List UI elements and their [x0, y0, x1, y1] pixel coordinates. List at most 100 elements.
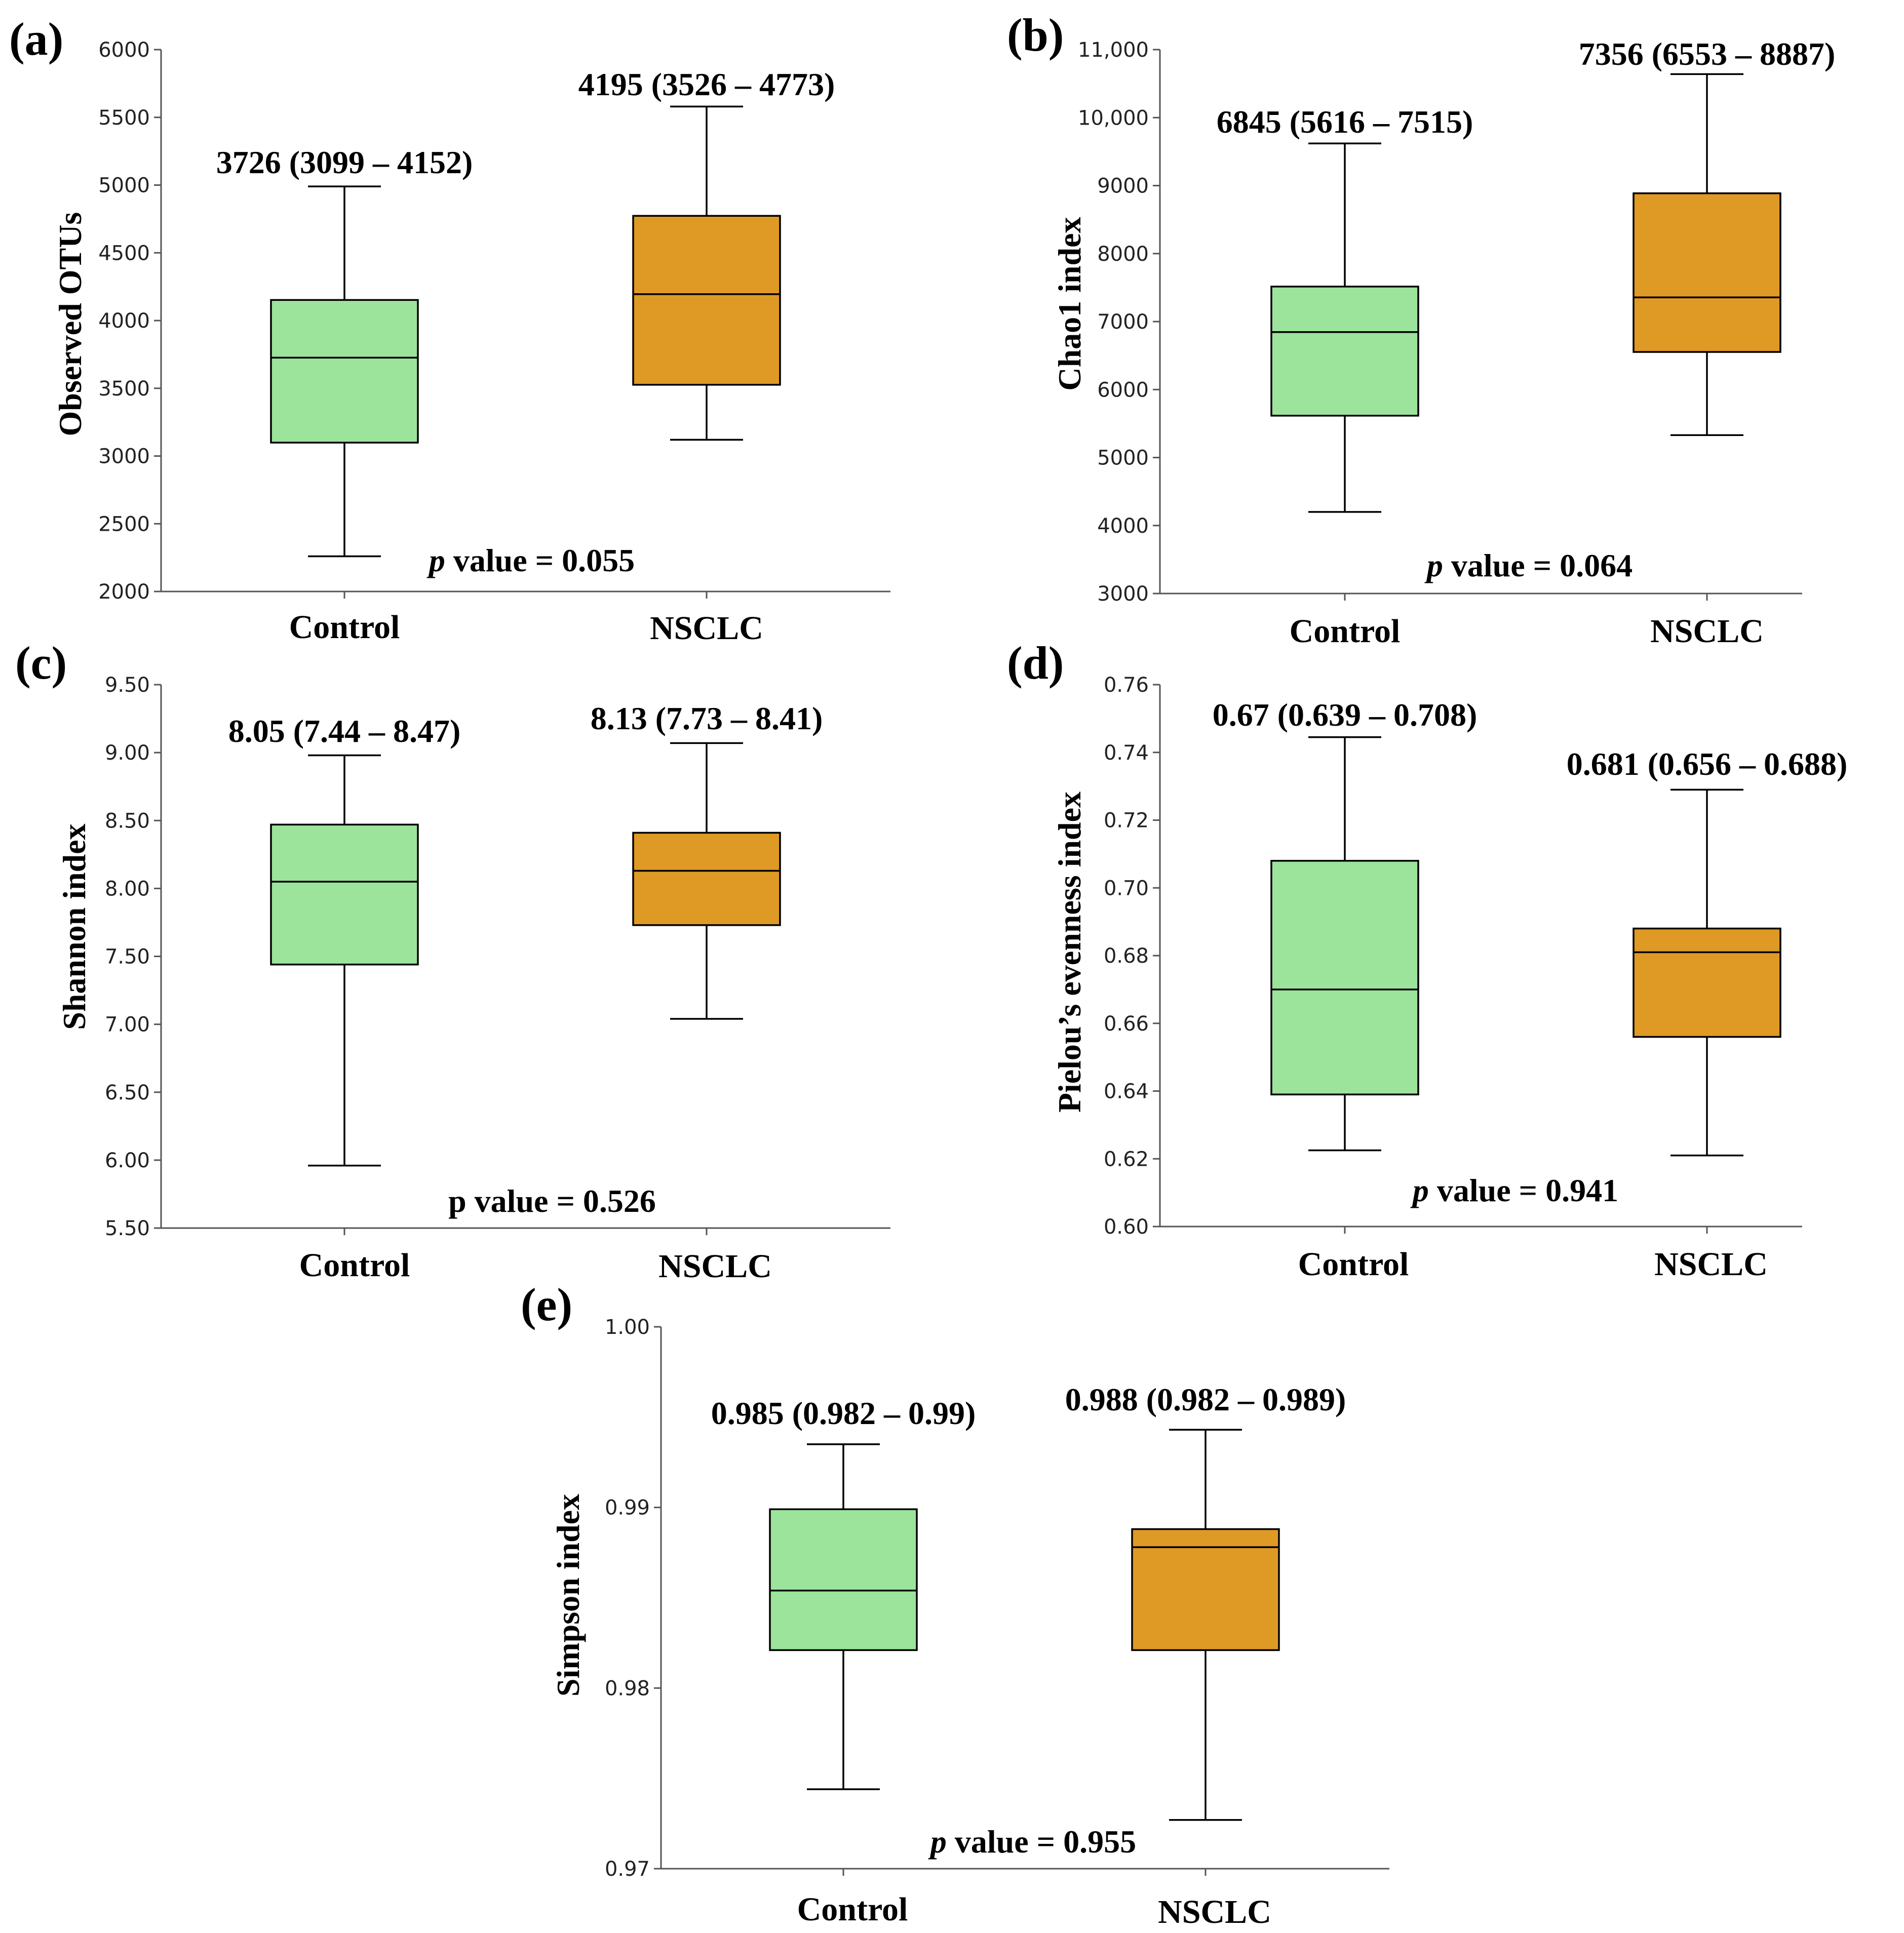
median-iqr-label: 3726 (3099 – 4152): [216, 144, 473, 180]
y-tick-label: 0.70: [1104, 877, 1149, 900]
y-tick-label: 7000: [1097, 310, 1149, 334]
median-iqr-label: 0.67 (0.639 – 0.708): [1213, 697, 1478, 733]
p-value-text: value = 0.055: [445, 542, 635, 578]
box-nsclc: 0.681 (0.656 – 0.688): [1567, 746, 1848, 1157]
y-tick-label: 0.62: [1104, 1148, 1149, 1171]
iqr-box: [1633, 927, 1781, 1038]
iqr-box: [270, 823, 419, 966]
x-category-label: Control: [289, 609, 400, 646]
p-value-label: p value = 0.955: [928, 1824, 1136, 1860]
y-tick-label: 2500: [98, 512, 150, 536]
y-axis-title: Simpson index: [550, 1494, 586, 1697]
p-value-text: value = 0.941: [1429, 1172, 1618, 1208]
y-tick-label: 0.76: [1104, 674, 1149, 697]
y-tick-label: 5.50: [105, 1217, 150, 1240]
x-category-label: Control: [1290, 613, 1401, 650]
box-nsclc: 0.988 (0.982 – 0.989): [1065, 1382, 1346, 1821]
y-tick-label: 11,000: [1078, 38, 1149, 62]
p-value-label: p value = 0.064: [1424, 547, 1633, 583]
box-control: 0.67 (0.639 – 0.708): [1213, 697, 1478, 1152]
panel-a: 2000 2500 3000 3500 4000 4500 5000 5500 6000 Cont…: [9, 13, 890, 647]
y-tick-label: 0.60: [1104, 1215, 1149, 1239]
median-iqr-label: 0.681 (0.656 – 0.688): [1567, 746, 1848, 782]
p-value-text: value = 0.526: [467, 1183, 656, 1219]
box-control: 0.985 (0.982 – 0.99): [711, 1395, 976, 1790]
p-value-label: p value = 0.526: [448, 1183, 656, 1219]
iqr-box: [1270, 286, 1419, 417]
x-category-label: Control: [797, 1891, 908, 1928]
median-iqr-label: 4195 (3526 – 4773): [578, 66, 835, 102]
iqr-box: [1270, 860, 1419, 1095]
x-category-label: NSCLC: [650, 610, 763, 647]
y-tick-label: 8.00: [105, 877, 150, 900]
p-value-text: value = 0.064: [1443, 547, 1633, 583]
y-tick-label: 5000: [98, 174, 150, 198]
p-value-label: p value = 0.055: [426, 542, 635, 578]
y-axis-title: Pielou’s evenness index: [1052, 792, 1087, 1113]
y-tick-label: 2000: [98, 580, 150, 604]
box-control: 3726 (3099 – 4152): [216, 144, 473, 558]
p-symbol: p: [928, 1824, 947, 1860]
box-nsclc: 4195 (3526 – 4773): [578, 66, 835, 441]
p-symbol: p: [448, 1183, 467, 1219]
y-tick-label: 9000: [1097, 175, 1149, 198]
y-axis-title: Observed OTUs: [52, 212, 88, 437]
iqr-box: [1131, 1528, 1280, 1651]
panel-letter: (a): [9, 13, 63, 65]
panel-c: 5.50 6.00 6.50 7.00 7.50 8.00 8.50 9.00 9.50 Cont…: [15, 637, 890, 1285]
y-tick-label: 6.00: [105, 1149, 150, 1172]
median-iqr-label: 7356 (6553 – 8887): [1579, 36, 1836, 72]
y-tick-label: 8.50: [105, 809, 150, 833]
y-tick-label: 0.98: [605, 1677, 650, 1700]
panel-letter: (c): [15, 637, 67, 689]
y-tick-label: 0.99: [605, 1496, 650, 1520]
y-tick-label: 0.64: [1104, 1080, 1149, 1103]
y-tick-label: 9.50: [105, 674, 150, 697]
y-tick-label: 9.00: [105, 741, 150, 765]
y-tick-label: 6000: [1097, 378, 1149, 402]
y-tick-label: 5500: [98, 106, 150, 130]
y-tick-label: 0.68: [1104, 944, 1149, 968]
median-iqr-label: 8.05 (7.44 – 8.47): [228, 713, 461, 749]
panel-letter: (e): [521, 1279, 572, 1330]
iqr-box: [270, 299, 419, 444]
box-nsclc: 7356 (6553 – 8887): [1579, 36, 1836, 436]
y-tick-label: 4500: [98, 242, 150, 265]
y-tick-label: 3500: [98, 377, 150, 401]
y-tick-label: 0.97: [605, 1858, 650, 1881]
box-control: 6845 (5616 – 7515): [1217, 104, 1473, 513]
y-tick-label: 4000: [1097, 515, 1149, 538]
iqr-box: [769, 1508, 918, 1651]
y-tick-label: 8000: [1097, 243, 1149, 266]
y-tick-label: 3000: [1097, 582, 1149, 606]
y-tick-label: 7.50: [105, 945, 150, 969]
median-iqr-label: 0.985 (0.982 – 0.99): [711, 1395, 976, 1431]
y-tick-label: 6000: [98, 38, 150, 62]
iqr-box: [1633, 192, 1781, 353]
x-category-label: Control: [299, 1247, 410, 1284]
box-control: 8.05 (7.44 – 8.47): [228, 713, 461, 1167]
y-tick-label: 5000: [1097, 447, 1149, 470]
y-tick-label: 6.50: [105, 1081, 150, 1104]
x-category-label: NSCLC: [1650, 613, 1764, 650]
y-tick-label: 0.74: [1104, 741, 1149, 765]
y-tick-label: 7.00: [105, 1013, 150, 1037]
x-category-label: NSCLC: [658, 1248, 772, 1285]
y-tick-label: 10,000: [1078, 106, 1149, 130]
panel-letter: (b): [1007, 9, 1064, 61]
p-value-label: p value = 0.941: [1410, 1172, 1618, 1208]
iqr-box: [632, 832, 781, 926]
y-tick-label: 0.66: [1104, 1012, 1149, 1036]
median-iqr-label: 6845 (5616 – 7515): [1217, 104, 1473, 140]
p-symbol: p: [1410, 1172, 1429, 1208]
p-symbol: p: [426, 542, 445, 578]
panel-d: 0.60 0.62 0.64 0.66 0.68 0.70 0.72 0.74 0.76 Cont…: [1007, 637, 1847, 1283]
panel-e: 0.97 0.98 0.99 1.00 Control NSCLC 0.985 (0.982…: [521, 1279, 1389, 1930]
y-tick-label: 4000: [98, 309, 150, 333]
x-category-label: NSCLC: [1158, 1893, 1271, 1930]
p-symbol: p: [1424, 547, 1443, 583]
y-axis-title: Shannon index: [56, 823, 92, 1030]
median-iqr-label: 8.13 (7.73 – 8.41): [591, 700, 823, 736]
y-tick-label: 3000: [98, 445, 150, 468]
